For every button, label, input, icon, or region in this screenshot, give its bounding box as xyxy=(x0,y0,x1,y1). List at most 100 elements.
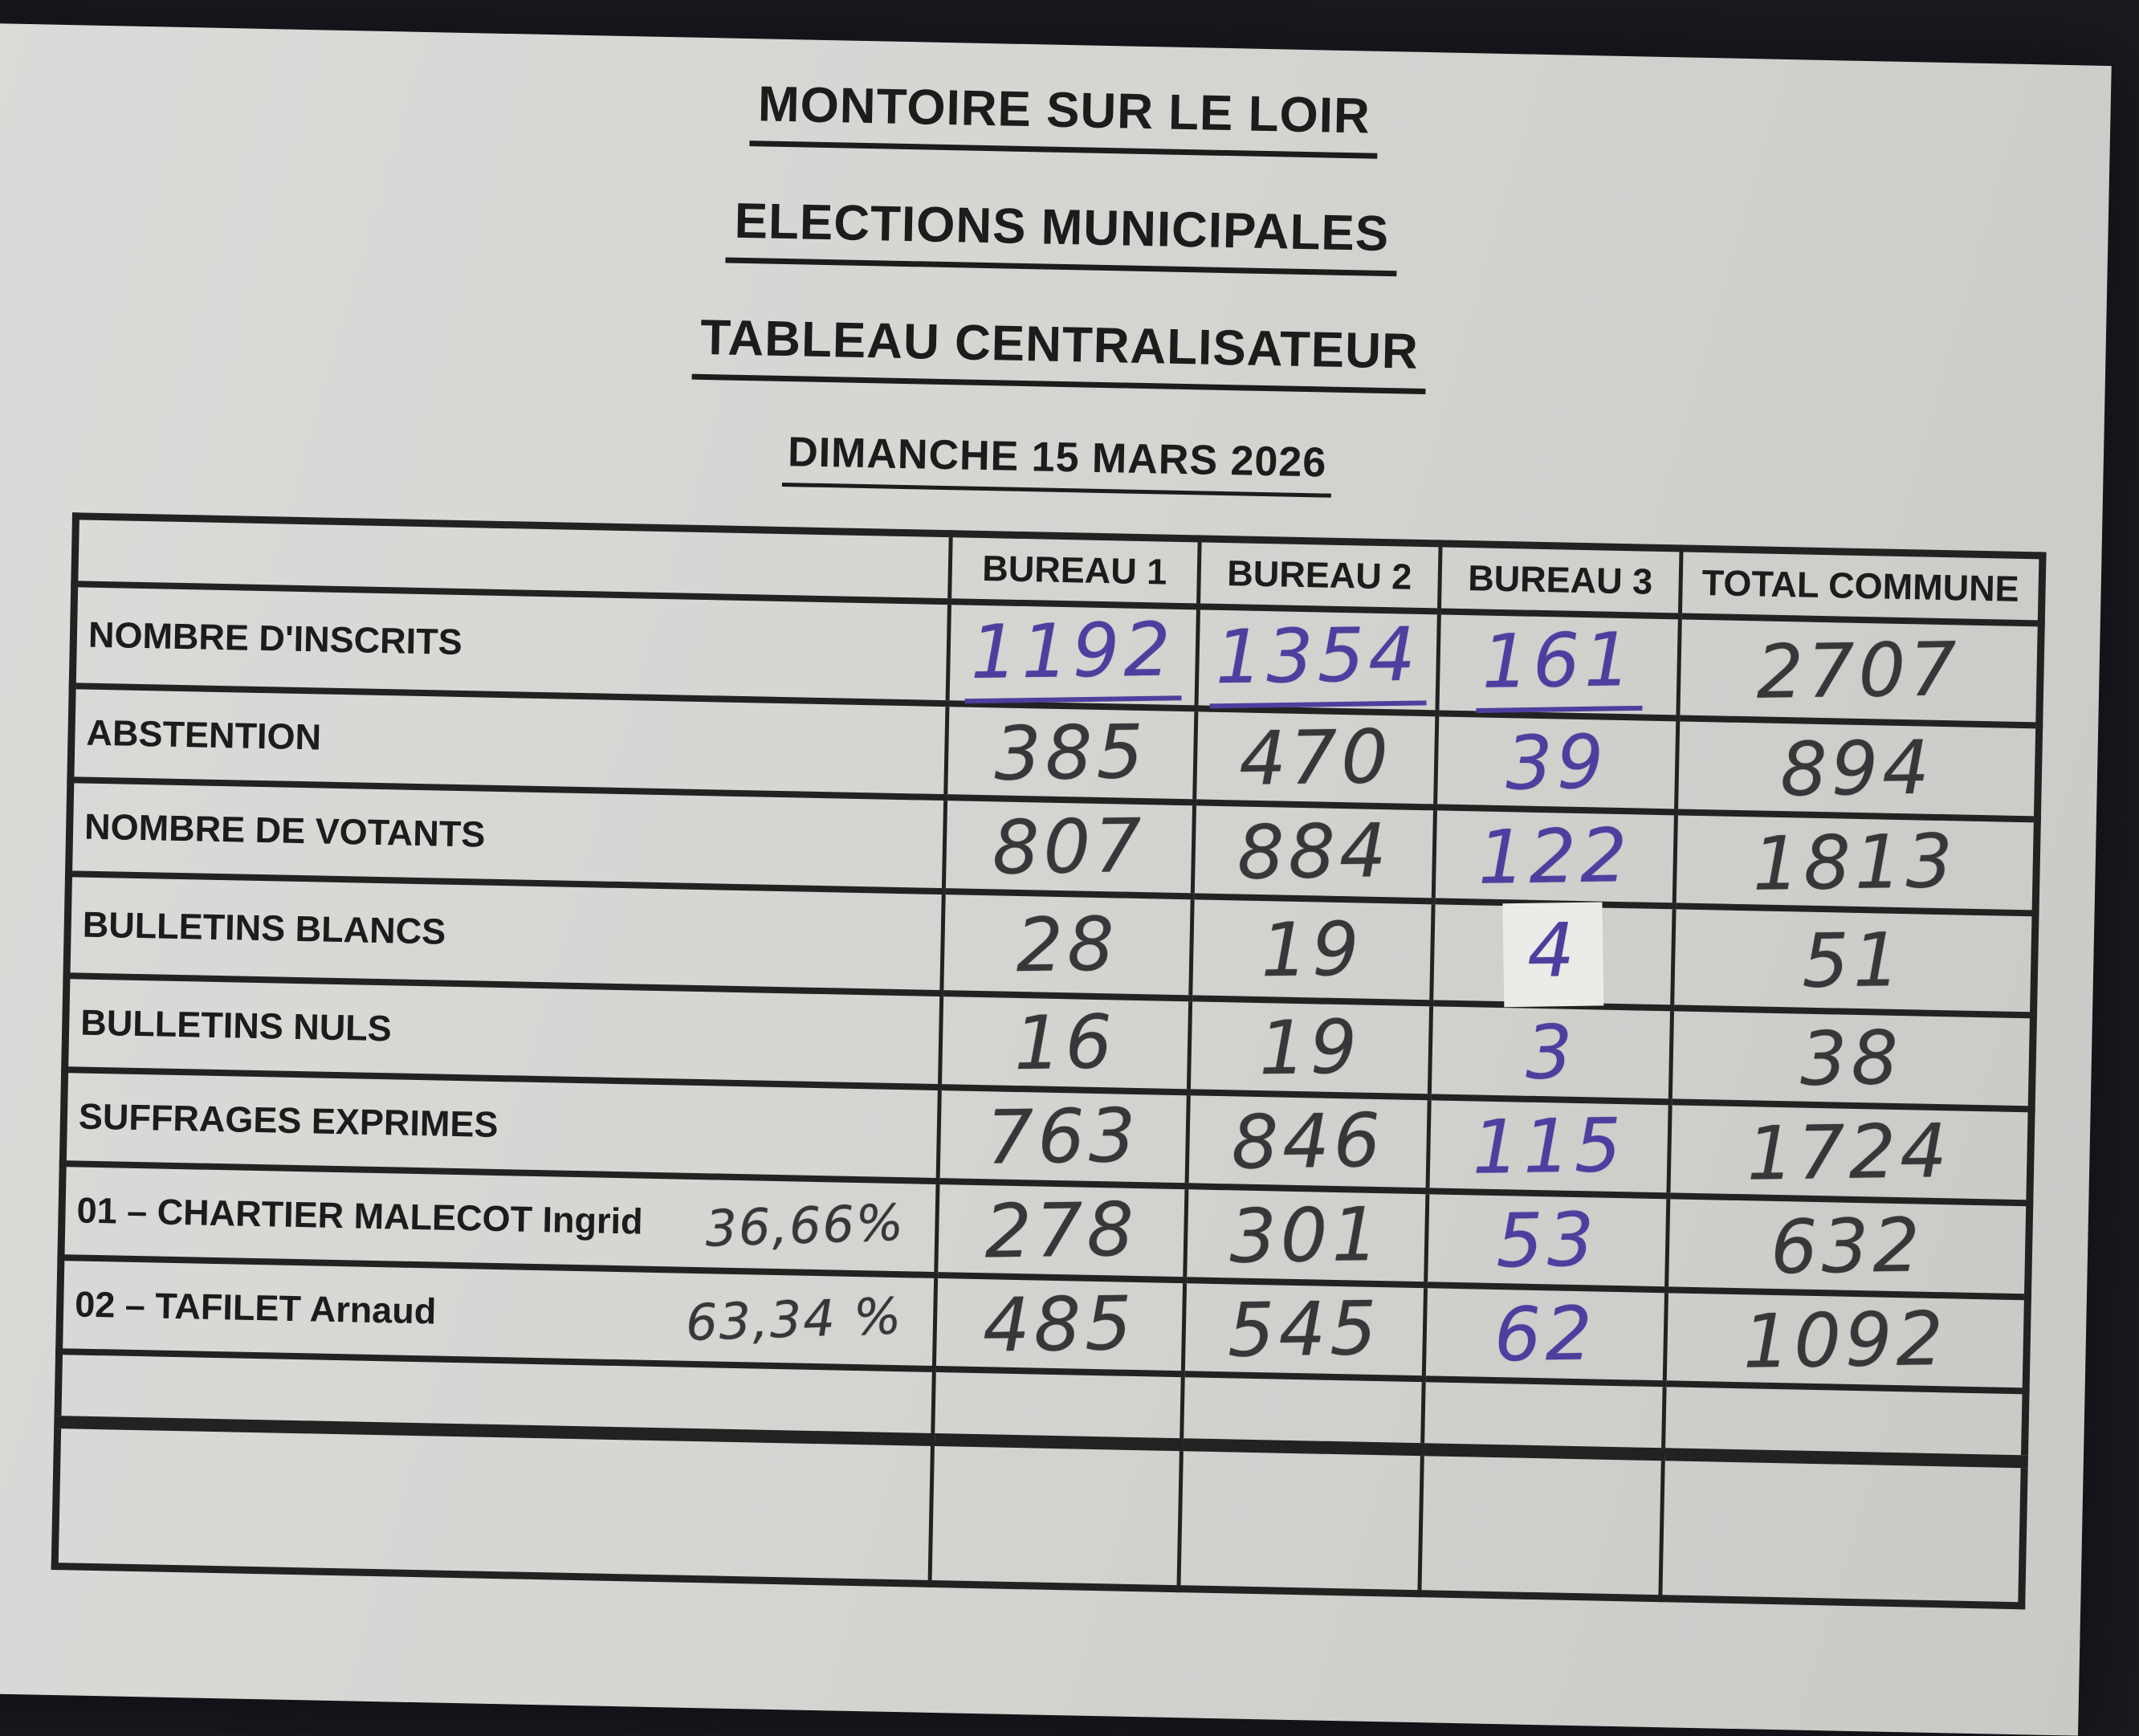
handwritten-value: 62 xyxy=(1493,1290,1597,1378)
header-bureau3: BUREAU 3 xyxy=(1439,543,1682,616)
handwritten-value: 16 xyxy=(1013,998,1117,1086)
handwritten-value: 846 xyxy=(1231,1097,1386,1186)
handwritten-value: 545 xyxy=(1227,1285,1382,1374)
cell-total: 894 xyxy=(1676,717,2039,819)
handwritten-value: 115 xyxy=(1472,1102,1627,1191)
title-election: ELECTIONS MUNICIPALES xyxy=(725,192,1398,277)
cell-total: 1813 xyxy=(1674,811,2038,913)
empty-cell xyxy=(1419,1449,1664,1599)
cell-bureau3: 161 xyxy=(1436,610,1681,718)
cell-bureau1: 278 xyxy=(935,1180,1188,1280)
row-label-cell: 02 – TAFILET Arnaud 63,34 % xyxy=(59,1257,936,1369)
handwritten-value: 894 xyxy=(1779,723,1934,813)
handwritten-value: 301 xyxy=(1228,1191,1383,1280)
handwritten-value: 884 xyxy=(1237,807,1391,896)
cell-bureau2: 301 xyxy=(1184,1185,1428,1285)
cell-bureau1: 28 xyxy=(941,890,1193,998)
handwritten-value: 19 xyxy=(1258,1003,1362,1091)
cell-bureau2: 846 xyxy=(1187,1091,1430,1191)
handwritten-value: 38 xyxy=(1799,1014,1903,1102)
cell-bureau2: 19 xyxy=(1190,895,1434,1003)
cell-bureau2: 19 xyxy=(1188,997,1432,1097)
row-label-cell: 01 – CHARTIER MALECOT Ingrid 36,66% xyxy=(60,1163,939,1275)
cell-bureau1: 763 xyxy=(938,1086,1189,1186)
cell-bureau2: 470 xyxy=(1194,707,1437,807)
cell-total: 1724 xyxy=(1668,1101,2032,1203)
handwritten-value: 1813 xyxy=(1752,817,1958,907)
empty-label-cell xyxy=(55,1421,933,1584)
cell-bureau1: 807 xyxy=(943,797,1195,896)
cell-bureau2: 545 xyxy=(1183,1279,1426,1379)
handwritten-value: 28 xyxy=(1015,900,1119,988)
row-label: BULLETINS BLANCS xyxy=(82,903,446,952)
cell-total: 2707 xyxy=(1677,615,2042,725)
row-label: ABSTENTION xyxy=(86,711,322,758)
results-table: BUREAU 1 BUREAU 2 BUREAU 3 TOTAL COMMUNE… xyxy=(51,512,2047,1610)
empty-cell xyxy=(930,1439,1182,1589)
cell-bureau3: 53 xyxy=(1425,1190,1668,1290)
handwritten-value-on-correction-patch: 4 xyxy=(1507,907,1599,1002)
document-header: MONTOIRE SUR LE LOIR ELECTIONS MUNICIPAL… xyxy=(73,62,2048,511)
cell-bureau1: 485 xyxy=(934,1274,1185,1374)
handwritten-value: 485 xyxy=(982,1280,1137,1369)
candidate-percentage-handwritten: 36,66% xyxy=(703,1192,906,1258)
row-label-cell: NOMBRE DE VOTANTS xyxy=(68,779,946,891)
handwritten-value: 1092 xyxy=(1742,1295,1949,1385)
cell-bureau3: 3 xyxy=(1429,1002,1672,1102)
candidate-percentage-handwritten: 63,34 % xyxy=(684,1286,904,1352)
empty-cell xyxy=(1178,1444,1423,1594)
handwritten-value: 1192 xyxy=(964,605,1183,703)
empty-cell xyxy=(1660,1453,2025,1606)
cell-bureau3: 4 xyxy=(1431,900,1675,1008)
row-label-cell: BULLETINS BLANCS xyxy=(66,873,944,993)
title-tableau: TABLEAU CENTRALISATEUR xyxy=(691,308,1428,395)
cell-bureau3: 115 xyxy=(1427,1096,1671,1196)
header-total-commune: TOTAL COMMUNE xyxy=(1680,548,2043,623)
row-label: SUFFRAGES EXPRIMES xyxy=(78,1095,499,1146)
handwritten-value: 763 xyxy=(986,1092,1141,1181)
cell-bureau2: 884 xyxy=(1192,801,1436,901)
cell-bureau1: 1192 xyxy=(947,601,1199,708)
candidate-name: 02 – TAFILET Arnaud xyxy=(74,1283,437,1332)
empty-cell xyxy=(932,1368,1184,1445)
handwritten-value: 161 xyxy=(1474,616,1643,713)
handwritten-value: 19 xyxy=(1260,905,1364,993)
cell-total: 1092 xyxy=(1664,1289,2028,1391)
candidate-name: 01 – CHARTIER MALECOT Ingrid xyxy=(76,1189,644,1242)
paper-sheet: MONTOIRE SUR LE LOIR ELECTIONS MUNICIPAL… xyxy=(0,22,2112,1736)
row-label: BULLETINS NULS xyxy=(79,1001,393,1049)
handwritten-value: 385 xyxy=(993,708,1148,797)
cell-bureau3: 122 xyxy=(1433,806,1677,906)
row-label-cell: NOMBRE D'INSCRITS xyxy=(72,583,950,703)
document-content: MONTOIRE SUR LE LOIR ELECTIONS MUNICIPAL… xyxy=(0,22,2112,1611)
cell-bureau1: 16 xyxy=(939,992,1191,1092)
handwritten-value: 3 xyxy=(1524,1009,1578,1096)
cell-total: 38 xyxy=(1670,1007,2034,1109)
handwritten-value: 278 xyxy=(984,1186,1139,1275)
empty-cell xyxy=(1181,1373,1424,1449)
handwritten-value: 39 xyxy=(1505,718,1609,806)
date-line: DIMANCHE 15 MARS 2026 xyxy=(782,427,1332,498)
handwritten-value: 632 xyxy=(1770,1201,1925,1290)
row-label-cell: ABSTENTION xyxy=(70,685,948,797)
row-label: NOMBRE DE VOTANTS xyxy=(84,805,486,855)
handwritten-value: 1354 xyxy=(1208,610,1428,708)
handwritten-value: 53 xyxy=(1495,1196,1599,1284)
handwritten-value: 470 xyxy=(1238,713,1393,802)
handwritten-value: 51 xyxy=(1801,916,1905,1005)
row-label-cell: SUFFRAGES EXPRIMES xyxy=(63,1069,940,1181)
row-label: NOMBRE D'INSCRITS xyxy=(88,613,463,663)
cell-bureau3: 62 xyxy=(1424,1284,1667,1384)
cell-bureau1: 385 xyxy=(945,703,1196,802)
cell-total: 632 xyxy=(1666,1195,2030,1297)
cell-total: 51 xyxy=(1672,905,2036,1015)
title-commune: MONTOIRE SUR LE LOIR xyxy=(748,75,1379,159)
empty-cell xyxy=(1663,1383,2027,1461)
row-label-cell: BULLETINS NULS xyxy=(64,975,942,1087)
cell-bureau2: 1354 xyxy=(1196,605,1440,713)
cell-bureau3: 39 xyxy=(1435,712,1678,812)
header-bureau1: BUREAU 1 xyxy=(949,533,1200,606)
header-bureau2: BUREAU 2 xyxy=(1198,538,1441,611)
handwritten-value: 2707 xyxy=(1756,626,1962,715)
handwritten-value: 122 xyxy=(1477,812,1632,901)
